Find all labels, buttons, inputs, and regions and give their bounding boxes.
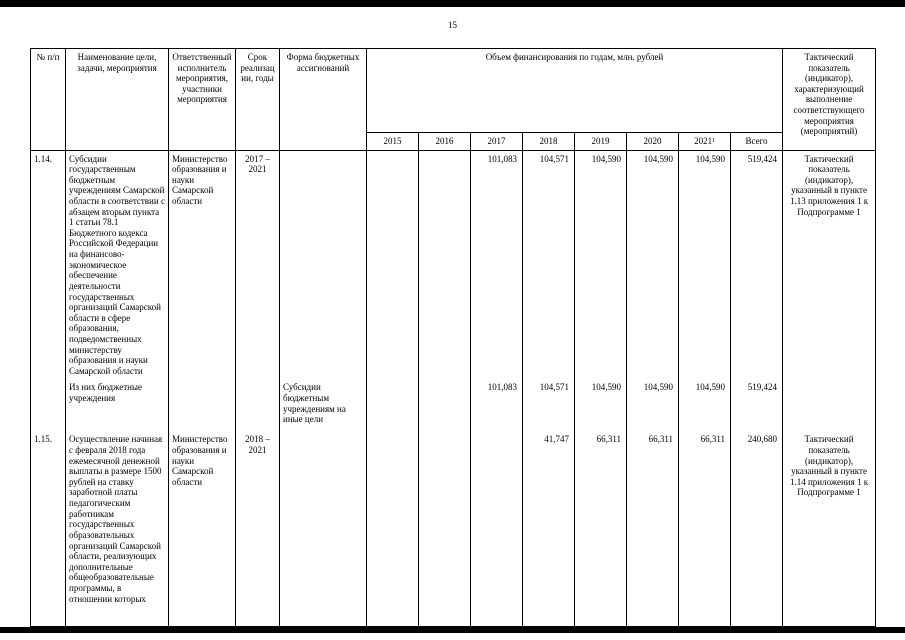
value-2017-cell: 101,083 xyxy=(470,379,523,432)
term-cell: 2017 – 2021 xyxy=(235,150,280,380)
executor-cell: Министерство образования и науки Самарск… xyxy=(168,431,236,627)
header-year-2015: 2015 xyxy=(366,132,419,151)
table-body: 1.14. Субсидии государственным бюджетным… xyxy=(30,150,877,627)
header-year-2020: 2020 xyxy=(626,132,679,151)
indicator-cell: Тактический показатель (индикатор), указ… xyxy=(782,431,877,627)
value-2016-cell xyxy=(418,150,471,380)
table-row: 1.15. Осуществление начиная с февраля 20… xyxy=(30,431,877,627)
name-cell: Из них бюджетные учреждения xyxy=(65,379,169,432)
header-num: № п/п xyxy=(30,48,66,151)
value-2019-cell: 66,311 xyxy=(574,431,627,627)
form-cell xyxy=(279,150,367,380)
form-cell: Субсидии бюджетным учреждениям на иные ц… xyxy=(279,379,367,432)
value-2015-cell xyxy=(366,431,419,627)
indicator-cell xyxy=(782,379,877,432)
num-cell: 1.14. xyxy=(30,150,66,380)
header-indicator: Тактический показатель (индикатор), хара… xyxy=(782,48,877,151)
scan-bottom-border xyxy=(0,627,905,633)
name-cell: Осуществление начиная с февраля 2018 год… xyxy=(65,431,169,627)
executor-cell: Министерство образования и науки Самарск… xyxy=(168,150,236,380)
name-cell: Субсидии государственным бюджетным учреж… xyxy=(65,150,169,380)
value-2017-cell: 101,083 xyxy=(470,150,523,380)
header-form: Форма бюджетных ассигнований xyxy=(279,48,367,151)
header-executor: Ответственный исполнитель мероприятия, у… xyxy=(168,48,236,151)
table-row: Из них бюджетные учреждения Субсидии бюд… xyxy=(30,379,877,432)
value-2021-cell: 104,590 xyxy=(678,150,731,380)
value-2019-cell: 104,590 xyxy=(574,150,627,380)
scan-top-border xyxy=(0,0,905,7)
value-2018-cell: 104,571 xyxy=(522,379,575,432)
header-year-2018: 2018 xyxy=(522,132,575,151)
value-2020-cell: 104,590 xyxy=(626,379,679,432)
table-header: № п/п Наименование цели, задачи, меропри… xyxy=(30,48,877,151)
header-term: Срок реализации, годы xyxy=(235,48,280,151)
term-cell: 2018 – 2021 xyxy=(235,431,280,627)
value-2017-cell xyxy=(470,431,523,627)
value-2016-cell xyxy=(418,431,471,627)
value-2016-cell xyxy=(418,379,471,432)
value-2015-cell xyxy=(366,150,419,380)
value-2018-cell: 104,571 xyxy=(522,150,575,380)
num-cell: 1.15. xyxy=(30,431,66,627)
header-year-2017: 2017 xyxy=(470,132,523,151)
header-year-2019: 2019 xyxy=(574,132,627,151)
page-number: 15 xyxy=(448,20,457,30)
term-cell xyxy=(235,379,280,432)
value-total-cell: 519,424 xyxy=(729,379,784,432)
value-2018-cell: 41,747 xyxy=(522,431,575,627)
form-cell xyxy=(279,431,367,627)
num-cell xyxy=(30,379,66,432)
value-2021-cell: 66,311 xyxy=(678,431,731,627)
value-total-cell: 519,424 xyxy=(729,150,784,380)
value-2015-cell xyxy=(366,379,419,432)
indicator-cell: Тактический показатель (индикатор), указ… xyxy=(782,150,877,380)
header-year-2021: 2021¹ xyxy=(678,132,731,151)
value-2020-cell: 104,590 xyxy=(626,150,679,380)
financing-table: № п/п Наименование цели, задачи, меропри… xyxy=(30,48,877,627)
executor-cell xyxy=(168,379,236,432)
value-2019-cell: 104,590 xyxy=(574,379,627,432)
value-2020-cell: 66,311 xyxy=(626,431,679,627)
header-financing: Объем финансирования по годам, млн. рубл… xyxy=(365,48,784,133)
value-total-cell: 240,680 xyxy=(729,431,784,627)
value-2021-cell: 104,590 xyxy=(678,379,731,432)
header-total: Всего xyxy=(729,132,784,151)
header-year-2016: 2016 xyxy=(418,132,471,151)
table-row: 1.14. Субсидии государственным бюджетным… xyxy=(30,150,877,380)
header-name: Наименование цели, задачи, мероприятия xyxy=(65,48,169,151)
